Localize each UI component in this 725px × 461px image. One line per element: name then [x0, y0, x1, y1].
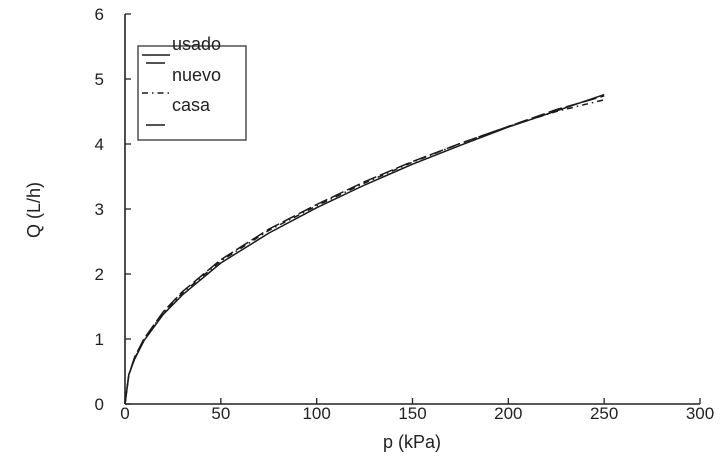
y-tick-label: 4: [95, 135, 104, 154]
y-tick-label: 2: [95, 265, 104, 284]
x-tick-label: 250: [590, 404, 618, 423]
y-axis-label: Q (L/h): [24, 182, 44, 238]
y-tick-label: 1: [95, 330, 104, 349]
legend-label-casa: casa: [172, 95, 211, 115]
y-tick-label: 6: [95, 5, 104, 24]
x-tick-label: 0: [120, 404, 129, 423]
y-tick-label: 0: [95, 395, 104, 414]
x-tick-label: 50: [211, 404, 230, 423]
x-tick-label: 200: [494, 404, 522, 423]
series-line-casa: [124, 99, 605, 405]
x-axis-label: p (kPa): [383, 432, 441, 452]
y-tick-label: 5: [95, 70, 104, 89]
series-layer: [124, 93, 605, 405]
y-ticks: 0 1 2 3 4 5 6: [95, 5, 131, 414]
x-tick-label: 100: [302, 404, 330, 423]
legend-label-nuevo: nuevo: [172, 65, 221, 85]
legend: usado nuevo casa: [137, 34, 247, 141]
series-line-usado: [124, 93, 605, 405]
legend-box: [137, 45, 247, 141]
y-tick-label: 3: [95, 200, 104, 219]
series-line-nuevo: [124, 95, 605, 405]
x-tick-label: 150: [398, 404, 426, 423]
legend-label-usado: usado: [172, 34, 221, 54]
x-ticks: 0 50 100 150 200 250 300: [120, 398, 714, 423]
x-tick-label: 300: [686, 404, 714, 423]
